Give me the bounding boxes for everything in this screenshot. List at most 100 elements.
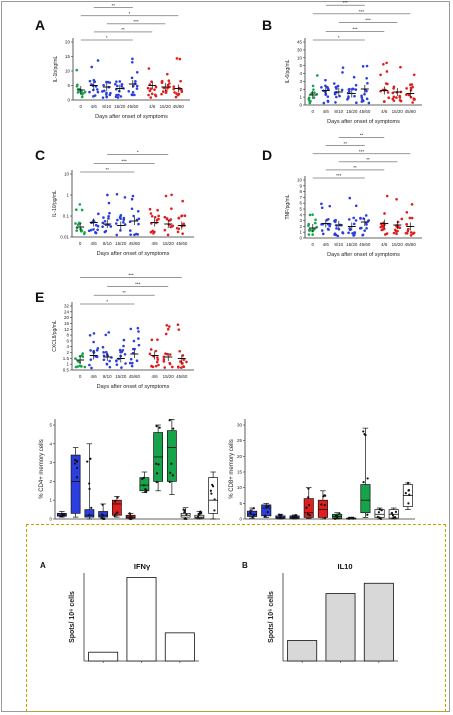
panel-c-point <box>102 216 105 219</box>
panel-c-point <box>107 217 110 220</box>
panel-a-point <box>178 57 182 61</box>
panel-a-xtick-label: 15/20 <box>114 104 126 109</box>
panel-d-point <box>405 211 409 214</box>
panel-d-point <box>367 219 371 222</box>
panel-d-point <box>314 218 317 222</box>
panel-b-point <box>307 96 311 100</box>
panel-c-point <box>181 199 184 203</box>
panel-e-point <box>130 364 134 368</box>
panel-e-point <box>88 334 92 337</box>
boxplot-cd4-box <box>111 499 122 516</box>
panel-c-point <box>92 228 95 231</box>
boxplot-cd4-point <box>75 466 79 470</box>
panel-d-ytick-label: 7 <box>299 195 302 200</box>
panel-d-point <box>328 204 332 208</box>
panel-c-point <box>87 229 91 233</box>
panel-a-point <box>115 80 118 83</box>
panel-a-point <box>118 80 122 83</box>
boxplot-cd8-point <box>407 502 410 505</box>
panel-c-point <box>122 221 125 224</box>
panel-a-point <box>147 93 150 97</box>
panel-d-point <box>321 232 325 236</box>
panel-a-point <box>167 79 171 83</box>
panel-a-point <box>150 92 154 96</box>
panel-a-point <box>168 82 171 85</box>
panel-b-point <box>348 87 351 91</box>
panel-b-ytick-label: 4 <box>299 71 302 76</box>
panel-c-point <box>83 231 86 234</box>
panel-a-point <box>149 96 153 99</box>
panel-d-point <box>409 231 413 234</box>
panel-c-point <box>164 194 168 198</box>
panel-b-point <box>324 84 327 88</box>
panel-a-point <box>95 88 99 91</box>
panel-e-xtick-label: 45/60 <box>129 374 141 379</box>
panel-b-point <box>367 101 371 105</box>
boxplot-cd8-ytick-label: 20 <box>237 454 243 459</box>
boxplot-cd8-point <box>404 492 407 495</box>
panel-c-sig-label: *** <box>122 158 128 163</box>
boxplot-cd4-point <box>116 511 119 514</box>
panel-d-point <box>354 204 358 208</box>
panel-b-point <box>313 91 316 94</box>
panel-c-point <box>170 207 173 210</box>
panel-b-xtick-label: 4/6 <box>323 109 330 114</box>
boxplot-cd8-point <box>252 507 255 510</box>
panel-e-letter: E <box>35 289 44 305</box>
panel-c-point <box>136 233 139 236</box>
boxplot-cd8-point <box>366 513 369 516</box>
boxplot-cd8-point <box>362 481 365 484</box>
panel-b-sig-label: *** <box>359 9 365 14</box>
panel-b-point <box>407 93 411 97</box>
boxplot-cd4-point <box>196 515 200 519</box>
panel-c-xtick-label: 0 <box>79 241 82 246</box>
panel-d-point <box>394 228 397 232</box>
panel-d-xtick-label: 15/20 <box>346 242 358 247</box>
elispot-a-letter: A <box>40 561 46 570</box>
panel-e-point <box>105 362 109 366</box>
panel-c-point <box>107 201 111 205</box>
boxplot-cd8-point <box>377 511 380 514</box>
panel-a-point <box>166 72 169 76</box>
panel-e-point <box>148 352 152 356</box>
panel-b-ytick-label: 3 <box>299 79 302 84</box>
panel-e-point <box>92 332 96 335</box>
panel-d-point <box>408 216 412 220</box>
panel-a-point <box>174 95 178 99</box>
panel-c-xtick-label: 15/20 <box>163 241 175 246</box>
boxplot-cd4-point <box>101 514 105 517</box>
panel-d-point <box>364 214 368 217</box>
panel-e-sig-label: * <box>106 299 108 304</box>
panel-a-letter: A <box>35 17 45 33</box>
panel-c-point <box>177 216 181 220</box>
panel-d-point <box>382 227 386 231</box>
panel-a-ytick-label: 5 <box>67 83 70 88</box>
panel-d-ytick-label: 10 <box>297 178 303 183</box>
panel-d-ytick-label: 1 <box>299 230 302 235</box>
boxplot-cd8-box <box>317 499 328 518</box>
panel-c-sig-label: ** <box>105 167 109 172</box>
panel-b-ytick-label: 2 <box>299 87 302 92</box>
panel-b-point <box>360 100 364 103</box>
panel-c-point <box>176 230 180 234</box>
boxplot-cd4-point <box>145 490 148 493</box>
boxplot-cd8-point <box>362 430 365 433</box>
panel-b-point <box>320 86 323 89</box>
panel-d-point <box>335 227 338 230</box>
boxplot-cd4-ytick-label: 4 <box>49 441 52 446</box>
panel-e-ytick-label: 32 <box>64 304 70 309</box>
panel-a-point <box>80 95 84 99</box>
panel-e-point <box>154 364 158 368</box>
boxplot-cd8-point <box>390 512 393 515</box>
boxplot-cd8-point <box>249 511 252 514</box>
boxplot-cd8-point <box>394 515 397 519</box>
boxplot-cd8-point <box>408 493 411 496</box>
panel-a-point <box>149 87 153 90</box>
panel-b-xtick-label: 45/60 <box>359 109 371 114</box>
panel-b-ytick-label: 10 <box>297 55 303 60</box>
panel-a-point <box>130 93 134 96</box>
panel-c-point <box>114 222 118 225</box>
panel-a-point <box>120 83 124 86</box>
panel-e-point <box>133 347 136 351</box>
